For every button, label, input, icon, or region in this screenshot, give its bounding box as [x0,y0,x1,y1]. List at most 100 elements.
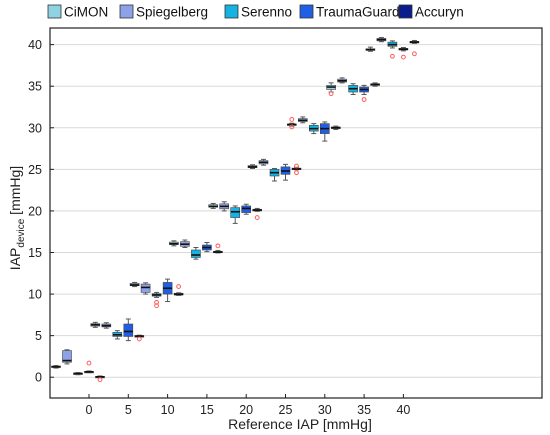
box-cimon-ref-0 [51,365,61,369]
box-spiegelberg-ref-15 [180,239,190,249]
box-iqr [62,350,72,363]
outlier-point [97,377,103,383]
y-tick-label: 35 [28,80,42,94]
series-spiegelberg [62,37,387,365]
outlier-point [412,51,417,57]
box-spiegelberg-ref-30 [297,116,308,124]
legend: CiMON Spiegelberg Serenno TraumaGuard Accury… [47,4,464,20]
box-traumaguard-ref-30 [319,121,330,142]
y-axis-ticks: 0 5 10 15 20 25 30 35 40 [28,38,54,385]
box-cimon-ref-15 [169,240,179,247]
box-serenno-ref-35 [348,83,358,96]
box-accuryn-ref-30 [330,125,341,130]
box-plots [51,37,420,383]
box-serenno-ref-20 [230,205,240,224]
y-tick-label: 0 [35,371,42,385]
x-tick-label: 35 [357,403,371,417]
box-accuryn-ref-5 [134,334,145,342]
legend-label-cimon: CiMON [64,5,108,20]
box-iqr [241,205,251,213]
plot-frame [49,27,543,399]
outlier-point [254,215,260,220]
outlier-point [136,336,142,342]
box-cimon-ref-20 [208,202,218,209]
box-traumaguard-ref-5 [123,318,134,342]
box-spiegelberg-ref-10 [140,282,151,295]
box-cimon-ref-40 [365,46,376,52]
box-serenno-ref-30 [308,123,319,135]
box-accuryn-ref-0 [95,375,105,383]
box-serenno-ref-0 [73,372,83,376]
box-traumaguard-ref-10 [162,278,173,303]
box-accuryn-ref-25 [291,163,302,176]
box-traumaguard-ref-20 [241,203,251,215]
x-tick-label: 20 [239,403,253,417]
outlier-point [361,97,367,102]
y-tick-label: 30 [28,121,42,135]
legend-swatch-traumaguard [299,4,314,19]
y-tick-label: 20 [28,204,42,218]
y-tick-label: 40 [28,38,42,52]
y-axis-label-main: IAP [7,248,23,271]
box-iqr [140,283,151,293]
legend-swatch-cimon [47,4,62,19]
box-spiegelberg-ref-0 [62,349,72,365]
box-cimon-ref-25 [247,164,258,170]
x-tick-label: 0 [86,403,93,417]
x-tick-label: 30 [318,403,332,417]
x-tick-label: 25 [279,403,293,417]
outlier-point [154,303,160,309]
y-tick-label: 15 [28,246,42,260]
y-tick-label: 5 [35,329,42,343]
outlier-point [294,170,299,176]
y-tick-label: 10 [28,288,42,302]
box-accuryn-ref-15 [213,243,223,254]
box-traumaguard-ref-25 [280,163,291,181]
x-axis-label: Reference IAP [mmHg] [228,416,372,432]
outlier-point [328,91,334,97]
legend-swatch-spiegelberg [119,4,134,19]
box-traumaguard-ref-0 [84,360,94,374]
box-spiegelberg-ref-5 [101,322,112,329]
box-spiegelberg-ref-40 [376,37,387,43]
box-traumaguard-ref-15 [202,242,212,253]
box-traumaguard-ref-35 [359,84,369,102]
series-serenno [73,40,398,376]
box-iqr [230,207,240,218]
outlier-point [176,284,182,289]
box-iqr [123,323,134,337]
legend-label-traumaguard: TraumaGuard [316,5,400,20]
box-iqr [191,249,201,258]
y-axis-label-unit: [mmHg] [7,166,23,219]
box-cimon-ref-5 [90,321,101,328]
box-serenno-ref-5 [112,330,123,340]
legend-label-spiegelberg: Spiegelberg [136,5,208,20]
series-accuryn [95,39,420,383]
legend-swatch-serenno [224,4,239,19]
box-accuryn-ref-20 [252,207,262,220]
outlier-point [289,117,295,122]
box-spiegelberg-ref-20 [219,201,229,212]
box-accuryn-ref-10 [173,284,184,296]
series-traumaguard [84,47,409,374]
box-accuryn-ref-35 [370,82,380,87]
box-spiegelberg-ref-35 [337,77,347,84]
outlier-point [294,163,299,169]
box-serenno-ref-40 [387,40,398,59]
box-accuryn-ref-40 [409,39,420,57]
series-cimon [51,46,376,369]
box-serenno-ref-25 [269,168,280,182]
box-spiegelberg-ref-25 [258,158,269,166]
outlier-point [215,243,221,249]
x-tick-label: 5 [125,403,132,417]
y-axis-label-subscript: device [16,218,27,247]
box-serenno-ref-10 [151,291,162,309]
box-cimon-ref-10 [129,281,140,288]
box-cimon-ref-30 [286,117,297,130]
x-tick-label: 10 [161,403,175,417]
x-tick-label: 40 [396,403,410,417]
outlier-point [401,54,406,60]
box-cimon-ref-35 [326,82,336,97]
y-axis-label: IAPdevice [mmHg] [7,166,27,270]
